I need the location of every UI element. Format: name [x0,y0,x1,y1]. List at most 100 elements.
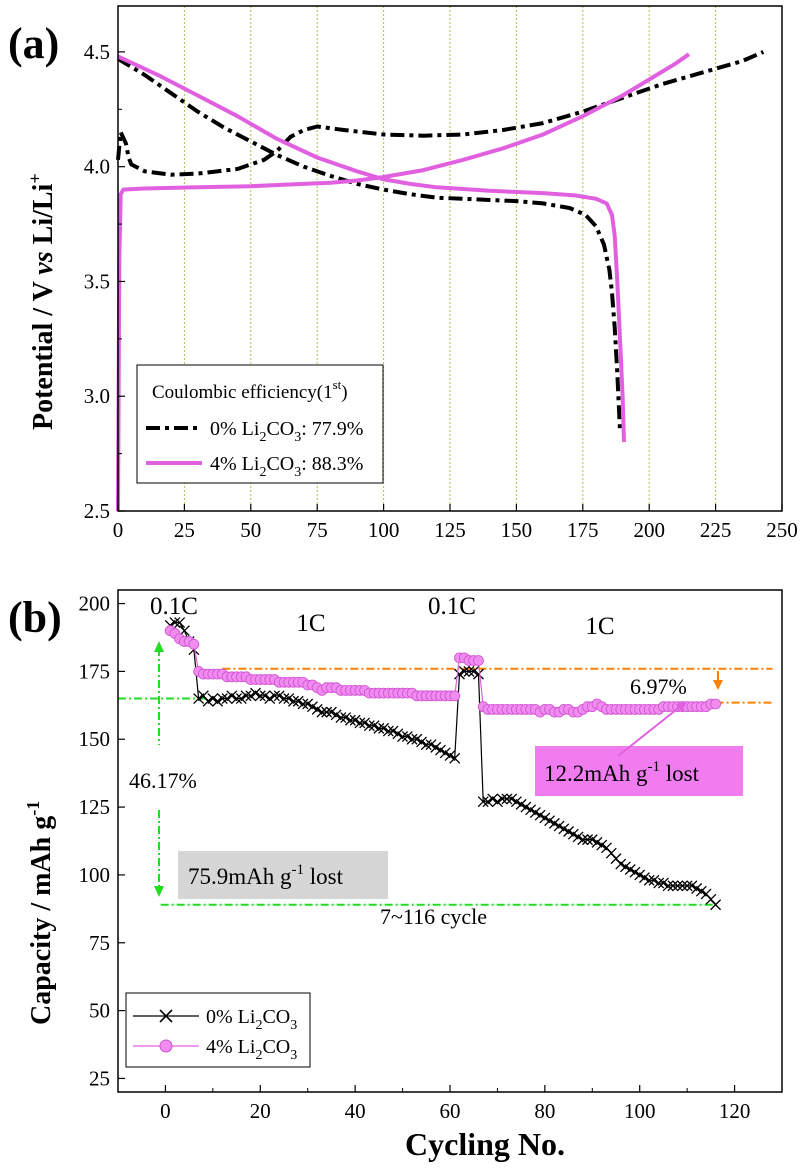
panel-b-x-tick-label: 120 [719,1099,751,1123]
data-point-4pct [710,698,721,710]
segment-label-1c-first: 1C [296,610,325,637]
data-point-0pct [420,739,432,751]
panel-b-y-tick-label: 25 [89,1066,110,1090]
data-point-4pct [473,655,484,666]
data-point-0pct [397,731,409,742]
legend-marker-circle [159,1039,173,1053]
panel-b-x-tick-label: 60 [440,1099,461,1123]
panel-b-x-tick-label: 80 [534,1099,555,1123]
data-point-0pct [174,617,186,629]
lost-0pct-label: 75.9mAh g-1 lost [188,862,344,889]
panel-a-x-tick-label: 75 [307,518,328,542]
data-point-0pct [582,834,594,846]
panel-a-label: (a) [8,19,59,68]
panel-a-series [116,50,765,512]
panel-b-y-tick-label: 75 [89,931,110,955]
panel-b-y-tick-label: 200 [79,592,111,616]
panel-a-legend: Coulombic efficiency(1st) 0% Li2CO3: 77.… [136,364,384,484]
data-point-0pct [278,693,290,705]
data-point-0pct [643,874,655,886]
percent-arrows [154,641,723,897]
panel-a-series-line-3 [117,54,626,443]
panel-a-y-tick-label: 4.0 [84,155,110,179]
data-point-0pct [496,793,508,805]
legend-label-0pct: 0% Li2CO3: 77.9% [210,418,363,445]
panel-a-y-axis-label: Potential / V vs Li/Li+ [25,173,59,430]
legend-marker-x [159,1009,173,1023]
green-arrow-down-head [154,886,164,897]
panel-b-y-tick-label: 100 [79,863,111,887]
panel-a-gridlines [183,6,717,511]
data-point-0pct [382,725,394,737]
data-point-0pct [577,834,589,846]
panel-a-x-tick-label: 125 [434,518,466,542]
panel-a-x-tick-label: 0 [113,518,124,542]
lost-4pct-label: 12.2mAh g-1 lost [544,759,700,786]
panel-b-y-tick-label: 125 [79,795,111,819]
data-point-0pct [363,720,375,732]
pink-pointer-head [676,701,687,712]
data-point-0pct [463,665,475,677]
panel-a-x-tick-label: 50 [240,518,261,542]
data-point-0pct [472,668,484,680]
data-point-0pct [710,899,722,911]
panel-a-x-ticks: 0 25 50 75 100 125 150 175 200 225 250 [113,504,798,542]
panel-a-series-line-1 [116,57,622,431]
panel-b-legend-box [125,992,311,1068]
segment-label-1c-second: 1C [585,613,614,640]
legend-title: Coulombic efficiency(1st) [152,377,348,403]
data-point-0pct [316,706,328,718]
data-point-0pct [676,880,688,892]
data-point-0pct [254,690,266,702]
panel-b-x-tick-label: 0 [160,1099,171,1123]
panel-a-x-tick-label: 225 [700,518,732,542]
panel-a-y-tick-label: 3.5 [84,269,110,293]
data-point-0pct [477,796,489,808]
panel-b-legend: 0% Li2CO3 4% Li2CO3 [125,992,311,1068]
panel-b-x-axis-label: Cycling No. [405,1126,565,1162]
panel-b-y-tick-label: 150 [79,727,111,751]
pink-pointer-line [617,705,682,757]
percent-loss-0pct: 46.17% [129,768,197,793]
panel-a-x-tick-label: 175 [567,518,599,542]
green-arrow-up-head [154,641,164,652]
data-point-0pct [667,880,679,892]
data-point-0pct [449,752,461,764]
data-point-0pct [373,722,385,734]
legend-label-4pct: 4% Li2CO3: 88.3% [210,453,363,480]
panel-b-series [164,617,722,911]
data-point-0pct [288,695,299,707]
panel-a-x-tick-label: 200 [633,518,665,542]
data-point-0pct [458,665,470,677]
legend-b-label-0pct: 0% Li2CO3 [206,1006,297,1033]
panel-a-x-tick-label: 100 [368,518,400,542]
panel-b: (b) 0 20 40 60 80 100 120 25 50 75 100 125 150 175 20… [8,589,783,1162]
panel-b-y-axis-label: Capacity / mAh g-1 [23,801,57,1025]
legend-b-label-4pct: 4% Li2CO3 [206,1036,297,1063]
panel-a-series-line-2 [116,52,691,512]
data-point-0pct [240,690,252,702]
panel-b-x-tick-label: 20 [250,1099,271,1123]
data-point-0pct [406,733,418,745]
panel-a-y-tick-label: 4.5 [84,40,110,64]
data-point-0pct [501,793,513,805]
percent-loss-4pct: 6.97% [630,674,687,699]
data-point-0pct [672,880,684,892]
panel-a: (a) 0 25 50 75 100 125 150 175 200 225 250 2.5 3.0 3… [8,5,798,542]
data-point-0pct [216,693,228,705]
data-point-0pct [354,717,366,729]
data-point-0pct [344,714,356,726]
panel-b-x-tick-label: 100 [624,1099,656,1123]
data-point-0pct [231,693,243,705]
segment-label-0-1c-second: 0.1C [428,593,476,620]
data-point-0pct [662,880,674,892]
lost-4pct-box [535,746,743,796]
panel-b-y-tick-label: 175 [79,659,111,683]
data-point-0pct [653,877,665,889]
panel-a-x-tick-label: 150 [501,518,533,542]
data-point-0pct [681,880,693,892]
panel-a-x-tick-label: 250 [766,518,798,542]
data-point-0pct [321,706,333,718]
data-point-4pct [188,638,200,650]
data-point-0pct [335,712,347,723]
